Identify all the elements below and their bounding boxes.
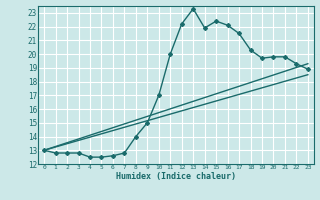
X-axis label: Humidex (Indice chaleur): Humidex (Indice chaleur): [116, 172, 236, 181]
